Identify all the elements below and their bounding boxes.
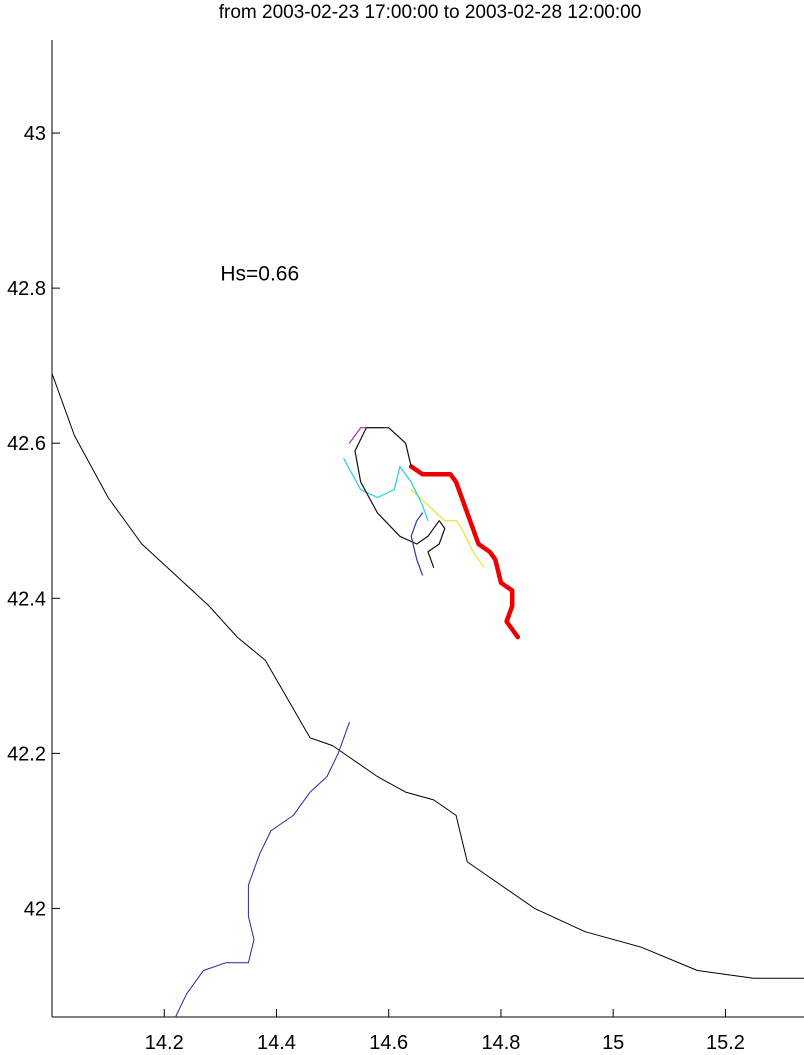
map-title: from 2003-02-23 17:00:00 to 2003-02-28 1… <box>219 2 642 23</box>
trajectory-line-7 <box>410 512 423 576</box>
tick-layer: 14.2 14.4 14.6 14.8 15 15.2 42 42.2 42.4 42.6 42.8… <box>7 123 745 1054</box>
trajectory-line-3 <box>410 489 485 568</box>
x-tick-label-4: 15 <box>602 1032 624 1054</box>
hs-annotation: Hs=0.66 <box>220 262 299 285</box>
y-tick-label-4: 42.8 <box>7 278 46 300</box>
trajectory-line-6 <box>354 427 446 568</box>
plot-layer <box>51 40 804 1018</box>
river-line-1 <box>175 721 350 1018</box>
trajectory-line-5 <box>348 427 384 444</box>
x-tick-label-0: 14.2 <box>145 1032 184 1054</box>
x-tick-label-3: 14.8 <box>481 1032 520 1054</box>
y-tick-label-3: 42.6 <box>7 433 46 455</box>
x-tick-label-2: 14.6 <box>369 1032 408 1054</box>
y-tick-label-0: 42 <box>24 898 46 920</box>
y-tick-label-2: 42.4 <box>7 588 46 610</box>
x-tick-label-1: 14.4 <box>257 1032 296 1054</box>
coastline-line-0 <box>51 372 804 979</box>
y-tick-label-5: 43 <box>24 123 46 145</box>
trajectory-line-4 <box>343 458 429 522</box>
trajectory-line-2 <box>408 464 521 640</box>
x-tick-label-5: 15.2 <box>706 1032 745 1054</box>
y-tick-label-1: 42.2 <box>7 743 46 765</box>
